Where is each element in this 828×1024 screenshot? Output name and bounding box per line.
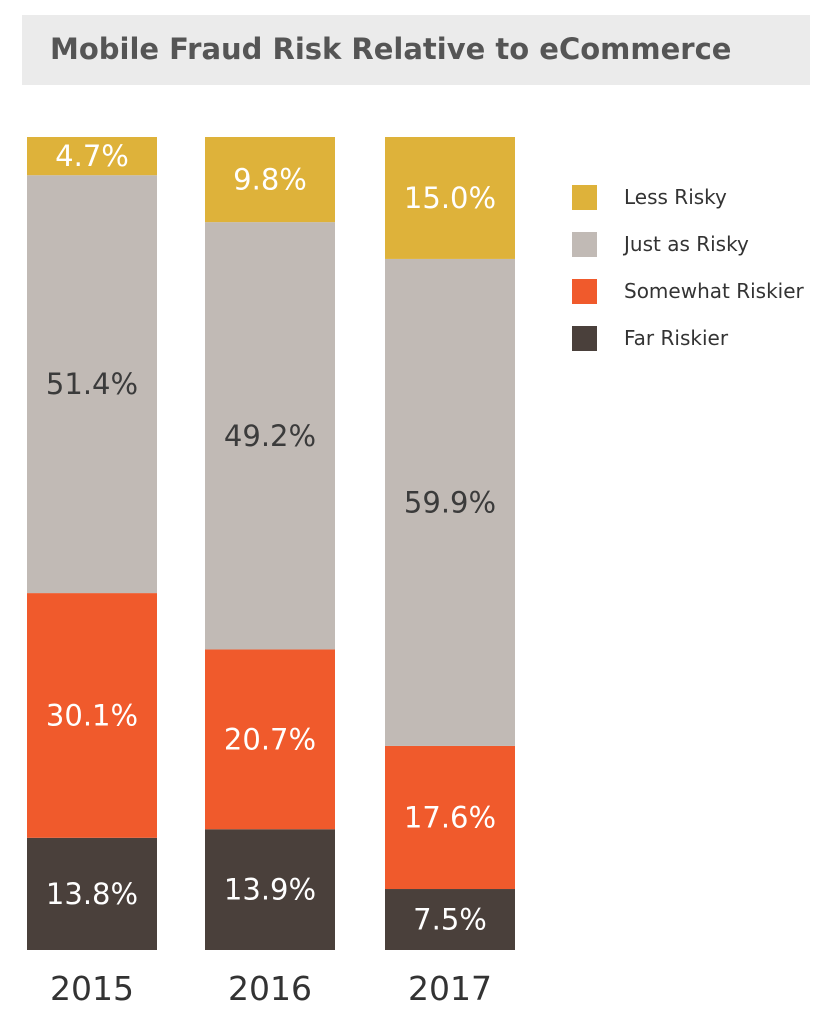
bar-segment-2016-less-risky [205,137,335,223]
bar-segment-2015-just-as-risky [27,175,157,594]
chart-title: Mobile Fraud Risk Relative to eCommerce [50,32,732,66]
legend-item-somewhat-riskier: Somewhat Riskier [572,277,804,305]
legend-label-just-as-risky: Just as Risky [624,232,749,256]
data-label-2017-far-riskier: 7.5% [413,903,487,937]
bar-segment-2015-far-riskier [27,837,157,950]
legend-label-far-riskier: Far Riskier [624,326,729,350]
data-label-2016-somewhat-riskier: 20.7% [224,722,316,756]
legend-item-far-riskier: Far Riskier [572,324,804,352]
data-label-2016-just-as-risky: 49.2% [224,419,316,453]
bar-segment-2015-less-risky [27,137,157,176]
legend-item-just-as-risky: Just as Risky [572,230,804,258]
legend-swatch-somewhat-riskier [572,278,597,304]
bar-segment-2016-far-riskier [205,829,335,950]
data-label-2015-somewhat-riskier: 30.1% [46,698,138,732]
bar-segment-2017-somewhat-riskier [385,745,515,890]
data-label-2016-far-riskier: 13.9% [224,873,316,907]
x-tick-label-2015: 2015 [50,969,134,1008]
data-label-2015-just-as-risky: 51.4% [46,367,138,401]
legend-label-somewhat-riskier: Somewhat Riskier [624,279,804,303]
bar-segment-2016-just-as-risky [205,222,335,650]
title-banner: Mobile Fraud Risk Relative to eCommerce [22,15,810,85]
legend-item-less-risky: Less Risky [572,183,804,211]
data-label-2017-just-as-risky: 59.9% [404,485,496,519]
data-label-2015-less-risky: 4.7% [55,139,129,173]
bar-segment-2016-somewhat-riskier [205,649,335,830]
legend-swatch-less-risky [572,184,597,210]
x-tick-label-2016: 2016 [228,969,312,1008]
bar-segment-2017-far-riskier [385,889,515,950]
legend-swatch-just-as-risky [572,231,597,257]
legend-label-less-risky: Less Risky [624,185,727,209]
legend-swatch-far-riskier [572,325,597,351]
chart-legend: Less Risky Just as Risky Somewhat Riskier F… [572,183,804,371]
data-label-2016-less-risky: 9.8% [233,163,307,197]
x-tick-label-2017: 2017 [408,969,492,1008]
data-label-2017-less-risky: 15.0% [404,181,496,215]
data-label-2015-far-riskier: 13.8% [46,877,138,911]
data-label-2017-somewhat-riskier: 17.6% [404,800,496,834]
bar-segment-2015-somewhat-riskier [27,593,157,838]
bar-segment-2017-just-as-risky [385,258,515,746]
bar-segment-2017-less-risky [385,137,515,259]
